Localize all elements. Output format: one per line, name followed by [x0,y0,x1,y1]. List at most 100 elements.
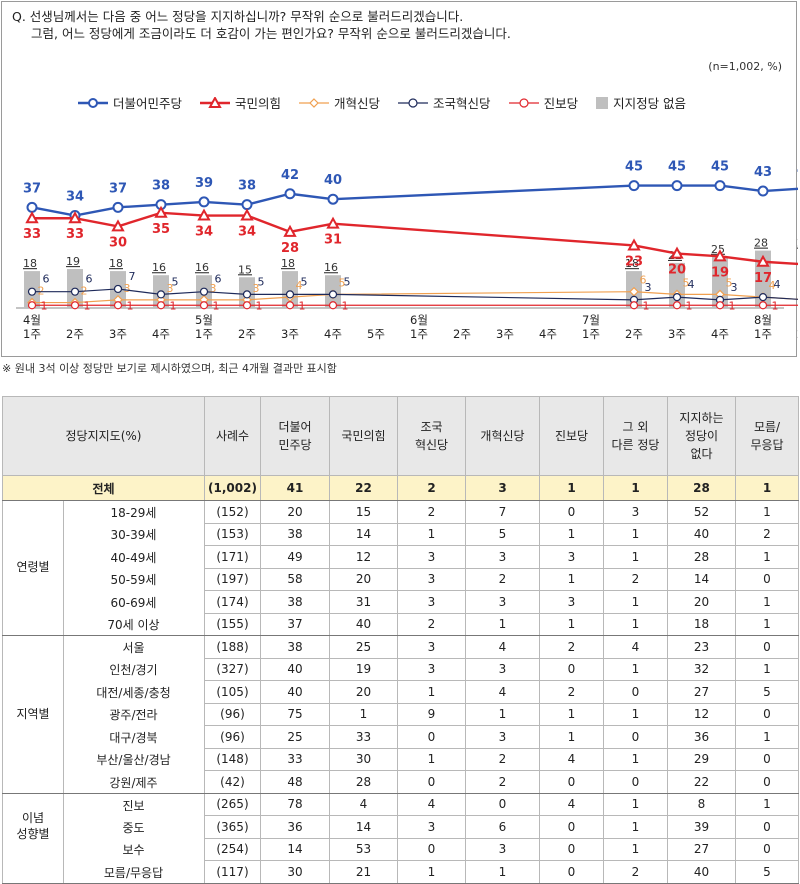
table-cell: 4 [329,792,398,816]
row-label: 부산/울산/경남 [96,753,171,767]
table-cell: 37 [260,612,330,636]
no-party-bar-label: 16 [152,261,166,274]
table-cell: 53 [329,837,398,861]
series-value-label: 3 [645,281,652,294]
table-cell: 30 [329,747,398,771]
table-cell: 40 [329,612,398,636]
series-point [628,180,640,192]
series-point [672,293,682,302]
group-divider [63,613,64,635]
table-cell: 1 [603,792,668,816]
series-point [756,254,770,267]
table-cell: 20 [329,680,398,704]
table-cell: 1 [735,612,799,636]
table-cell: (171) [204,545,261,569]
series-point [242,301,252,310]
table-row-total: 전체 (1,002) 41 22 2 3 1 1 28 1 [2,475,799,501]
series-value-label: 38 [152,179,170,194]
series-value-label: 6 [215,273,222,286]
table-header-cell: 조국 혁신당 [397,396,466,476]
series-line [31,184,798,217]
series-value-label: 37 [23,181,41,196]
group-divider [63,501,64,523]
table-cell: (152) [204,500,261,524]
table-cell: 2 [465,770,540,794]
x-tick-week-label: 2주 [453,327,471,341]
table-cell: 0 [735,635,799,659]
question-text: Q. 선생님께서는 다음 중 어느 정당을 지지하십니까? 무작위 순으로 불러… [12,8,511,42]
row-label: 보수 [122,843,145,857]
table-cell: 5 [465,522,540,546]
table-cell: 1 [539,725,604,749]
table-cell: 2 [465,747,540,771]
series-point [758,293,768,302]
series-value-label: 3 [210,282,217,295]
table-cell: 3 [465,725,540,749]
table-cell: 49 [260,545,330,569]
series-value-label: 1 [643,299,650,312]
series-value-label: 1 [729,299,736,312]
table-row: 40-49세 연령별 (171) 49 12 3 3 3 1 28 1 [2,545,799,574]
table-cell: 48 [260,770,330,794]
table-cell: 1 [603,702,668,726]
row-label: 대전/세종/충청 [96,685,171,700]
table-cell: 1 [735,545,799,569]
table-cell: 3 [465,475,540,501]
table-cell: 0 [603,680,668,704]
table-cell: 0 [397,725,466,749]
table-cell: (153) [204,522,261,546]
x-tick-week-label: 1주 [410,327,428,341]
table-cell: 1 [539,522,604,546]
series-value-label: 20 [668,263,686,278]
table-cell: 1 [603,815,668,839]
table-cell: 1 [329,702,398,726]
table-cell: 2 [465,567,540,591]
series-value-label: 5 [172,275,179,288]
series-value-label: 6 [43,273,50,286]
table-cell: 0 [539,815,604,839]
row-label: 30-39세 [110,528,157,542]
no-party-bar-label: 18 [109,257,123,270]
series-point [113,301,123,310]
x-tick-month-label: 6월 [410,313,428,327]
table-cell: 40 [667,522,736,546]
legend-label: 더불어민주당 [113,96,183,111]
table-cell: 3 [539,590,604,614]
table-cell: 18 [667,612,736,636]
legend-label: 조국혁신당 [433,96,491,111]
table-cell: 0 [465,792,540,816]
row-label-cell: 70세 이상 [2,613,205,636]
table-row: 30-39세 (153) 38 14 1 5 1 1 40 2 [2,522,799,546]
series-point [283,224,297,237]
series-value-label: 19 [711,265,729,280]
series-value-label: 34 [195,225,213,240]
table-cell: 78 [260,792,330,816]
table-cell: 1 [735,792,799,816]
table-header-cell: 국민의힘 [329,396,398,476]
row-label: 70세 이상 [107,618,160,632]
series-point [284,188,296,200]
series-value-label: 16 [797,273,798,288]
table-cell: 2 [539,635,604,659]
series-point [156,290,166,299]
series-value-label: 35 [152,222,170,237]
table-cell: 38 [260,635,330,659]
series-value-label: 5 [344,275,351,288]
x-tick-week-label: 4주 [539,327,557,341]
no-party-bar-label: 18 [625,257,639,270]
x-tick-month-label: 5월 [195,313,213,327]
table-cell: 1 [603,612,668,636]
series-value-label: 1 [84,299,91,312]
legend-label: 개혁신당 [334,96,381,111]
table-cell: 1 [539,612,604,636]
series-value-label: 6 [640,274,647,287]
row-label: 60-69세 [110,595,157,610]
table-row: 중도 이념 성향별 (365) 36 14 3 6 0 1 39 0 [2,811,799,841]
series-point [112,201,124,213]
table-cell: 3 [465,657,540,681]
table-cell: 4 [539,747,604,771]
legend-marker-icon [299,97,330,108]
legend-marker-icon [398,97,429,108]
x-tick-week-label: 1주 [23,327,41,341]
footnote: ※ 원내 3석 이상 정당만 보기로 제시하였으며, 최근 4개월 결과만 표시… [2,362,337,375]
